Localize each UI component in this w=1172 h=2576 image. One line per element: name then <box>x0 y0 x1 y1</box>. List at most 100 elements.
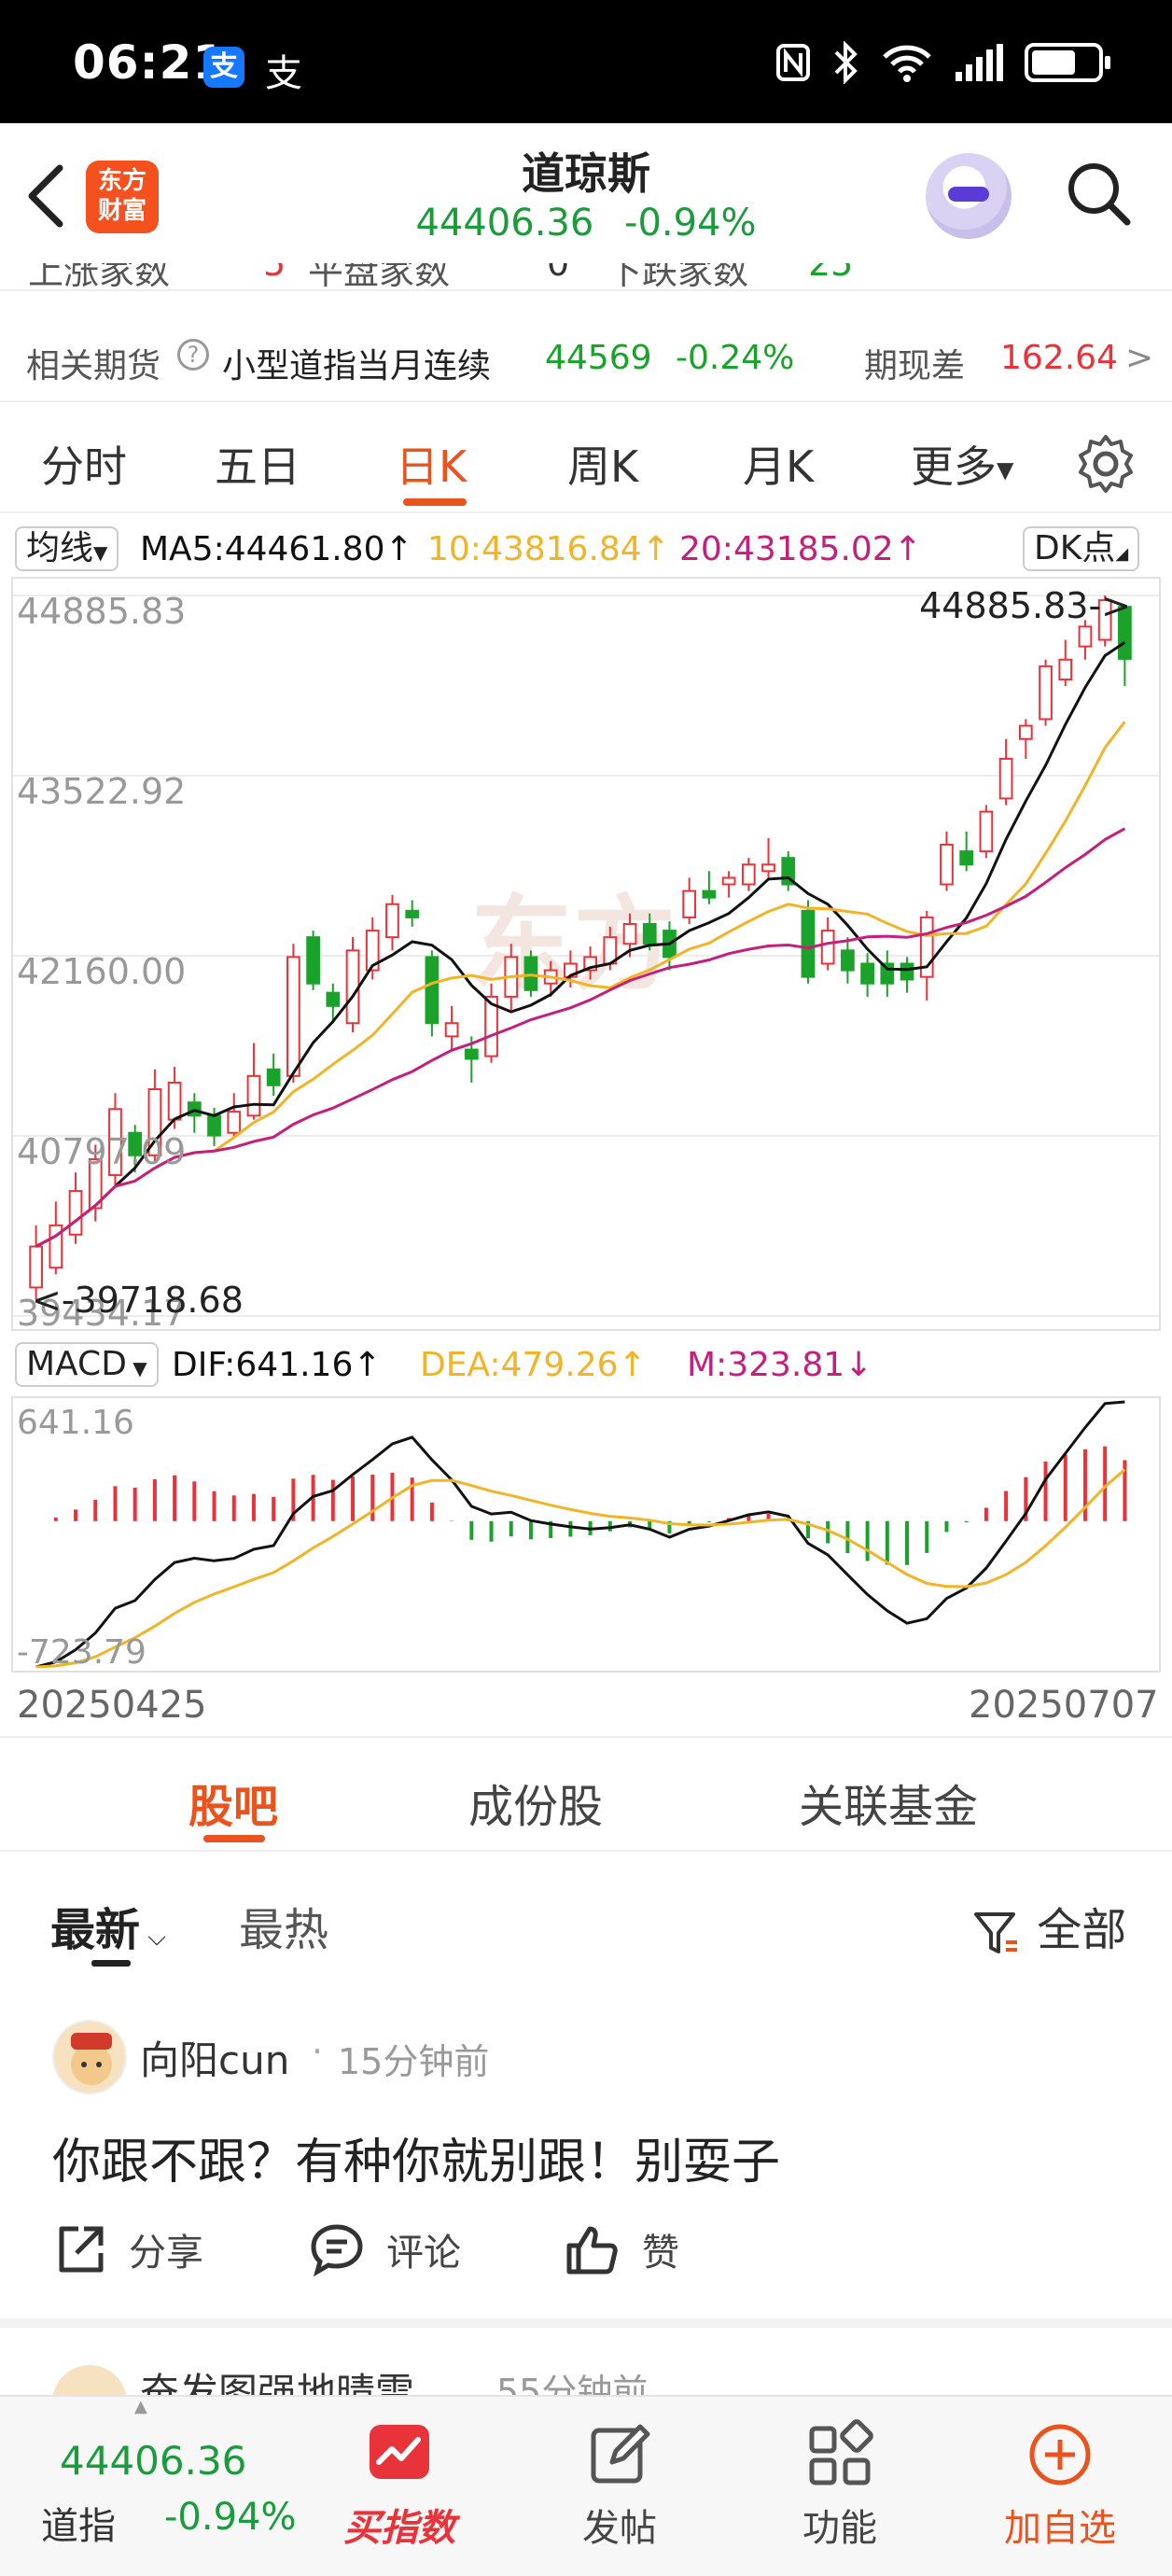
futures-label: 相关期货 <box>26 347 161 385</box>
post-button[interactable]: 发帖 <box>536 2419 704 2552</box>
expand-caret-icon[interactable]: ▲ <box>134 2397 147 2416</box>
candle-up <box>1058 658 1073 681</box>
chevron-right-icon: > <box>1125 339 1154 377</box>
avatar-cartoon-icon <box>71 2033 112 2085</box>
tab-weekly-k[interactable]: 周K <box>567 441 639 492</box>
candle-up <box>227 1111 242 1134</box>
flat-count-label: 平盘家数 <box>308 263 451 291</box>
candle-down <box>306 936 320 985</box>
bottom-price: 44406.36 <box>60 2438 247 2484</box>
candle-up <box>29 1245 43 1289</box>
candle-down <box>523 956 538 991</box>
tab-more[interactable]: 更多▼ <box>911 433 1013 495</box>
macd-chart[interactable]: 641.16 -723.79 <box>13 1398 1159 1672</box>
alipay-outline-icon: 支 <box>265 52 302 95</box>
candle-up <box>622 923 637 945</box>
ma-legend: 均线▼ MA5:44461.80↑ 10:43816.84↑ 20:43185.… <box>0 523 1172 575</box>
user-avatar[interactable] <box>52 2020 127 2094</box>
add-watchlist-button[interactable]: 加自选 <box>976 2419 1144 2552</box>
trend-chart-icon <box>370 2425 429 2479</box>
candle-up <box>286 956 300 1077</box>
down-count-label: 下跌家数 <box>607 263 749 291</box>
tab-daily-k[interactable]: 日K <box>396 441 467 492</box>
candle-up <box>761 863 775 873</box>
candle-up <box>444 1022 459 1038</box>
candle-down <box>207 1114 221 1137</box>
grid-apps-icon <box>809 2419 873 2485</box>
gear-icon[interactable] <box>1073 431 1138 497</box>
tab-related-funds[interactable]: 关联基金 <box>799 1781 979 1833</box>
ma5-value: MA5:44461.80↑ <box>140 530 413 568</box>
status-bar: 06:21 支 支 <box>0 0 1172 123</box>
logo-text-1: 东方 <box>97 167 146 195</box>
filter-button[interactable]: 全部 <box>970 1893 1126 1959</box>
candle-down <box>128 1131 143 1156</box>
bottom-change: -0.94% <box>164 2496 297 2539</box>
candle-up <box>1018 724 1033 740</box>
help-icon[interactable]: ? <box>177 339 209 371</box>
like-button[interactable]: 赞 <box>564 2221 679 2277</box>
dk-point-button[interactable]: DK点◢ <box>1023 526 1140 571</box>
candle-up <box>820 930 835 965</box>
macd-chart-frame[interactable]: 641.16 -723.79 <box>11 1396 1161 1673</box>
macd-selector[interactable]: MACD ▼ <box>15 1342 159 1387</box>
ma-selector[interactable]: 均线▼ <box>15 526 119 571</box>
related-futures-row[interactable]: 相关期货 ? 小型道指当月连续 44569 -0.24% 期现差 162.64 … <box>0 322 1172 402</box>
tab-monthly-k[interactable]: 月K <box>743 441 815 492</box>
forum-post-2[interactable]: 奋发图强地晴雪 55分钟前 <box>0 2328 1172 2402</box>
logo-text-2: 财富 <box>97 197 146 225</box>
add-watchlist-label: 加自选 <box>1004 2507 1116 2550</box>
candle-down <box>464 1048 479 1060</box>
edit-icon <box>591 2424 650 2484</box>
header-change: -0.94% <box>624 202 757 245</box>
kline-chart-frame[interactable]: 东方 44885.83 43522.92 42160.00 40797.09 39434… <box>11 577 1161 1334</box>
macd-tick-bottom: -723.79 <box>17 1633 146 1671</box>
candle-up <box>167 1081 182 1121</box>
filter-icon <box>974 1912 1017 1953</box>
sort-latest[interactable]: 最新 ⌵ <box>50 1893 166 1958</box>
content-tab-indicator <box>203 1835 265 1842</box>
battery-icon <box>1025 43 1110 82</box>
down-count: 25 <box>808 263 854 284</box>
candle-down <box>702 889 717 899</box>
sort-indicator <box>91 1960 131 1967</box>
up-count: 5 <box>263 263 286 284</box>
candle-up <box>721 876 736 886</box>
back-button[interactable] <box>22 161 69 242</box>
candle-up <box>246 1074 261 1117</box>
sort-hot[interactable]: 最热 <box>239 1904 329 1956</box>
filter-label: 全部 <box>1037 1904 1127 1956</box>
futures-name: 小型道指当月连续 <box>222 347 492 385</box>
comment-button[interactable]: 评论 <box>308 2221 461 2277</box>
search-icon[interactable] <box>1064 159 1133 228</box>
signal-icon <box>956 44 1003 81</box>
candle-up <box>1097 599 1112 641</box>
buy-index-button[interactable]: 买指数 <box>315 2419 483 2552</box>
candle-down <box>841 949 855 972</box>
candle-down <box>900 962 914 981</box>
top-header: 东方 财富 道琼斯 44406.36 -0.94% <box>0 123 1172 263</box>
assistant-robot-icon[interactable] <box>926 153 1012 239</box>
tab-intraday[interactable]: 分时 <box>41 441 127 492</box>
content-tabs: 股吧 成份股 关联基金 <box>0 1736 1172 1852</box>
candle-up <box>68 1190 83 1236</box>
buy-index-label: 买指数 <box>343 2507 455 2550</box>
dif-value: DIF:641.16↑ <box>172 1346 382 1384</box>
post-content[interactable]: 你跟不跟？有种你就别跟！别耍子 <box>52 2135 781 2191</box>
functions-button[interactable]: 功能 <box>756 2419 924 2552</box>
caret-icon: ▼ <box>126 1357 147 1379</box>
x-axis-end: 20250707 <box>969 1684 1159 1727</box>
tab-five-day[interactable]: 五日 <box>215 441 300 492</box>
macd-tick-top: 641.16 <box>17 1404 134 1442</box>
kline-chart[interactable]: 东方 44885.8343522.9242160.0040797.0939434… <box>13 579 1159 1334</box>
share-button[interactable]: 分享 <box>52 2221 203 2277</box>
tab-constituents[interactable]: 成份股 <box>468 1781 604 1833</box>
tab-stock-forum[interactable]: 股吧 <box>188 1781 279 1833</box>
status-icons <box>774 41 1110 84</box>
post-username[interactable]: 向阳cun <box>140 2037 290 2083</box>
forum-post[interactable]: 向阳cun · 15分钟前 你跟不跟？有种你就别跟！别耍子 分享 评论 赞 <box>0 1982 1172 2328</box>
candle-up <box>345 949 360 1025</box>
basis-value: 162.64 <box>1000 339 1118 377</box>
macd-legend: MACD ▼ DIF:641.16↑ DEA:479.26↑ M:323.81↓ <box>0 1340 1172 1393</box>
ma10-line <box>35 721 1126 1248</box>
